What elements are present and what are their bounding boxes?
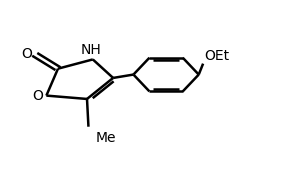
Text: O: O: [33, 89, 43, 103]
Text: NH: NH: [81, 43, 102, 57]
Text: OEt: OEt: [205, 49, 230, 63]
Text: O: O: [22, 47, 33, 61]
Text: Me: Me: [96, 131, 116, 145]
